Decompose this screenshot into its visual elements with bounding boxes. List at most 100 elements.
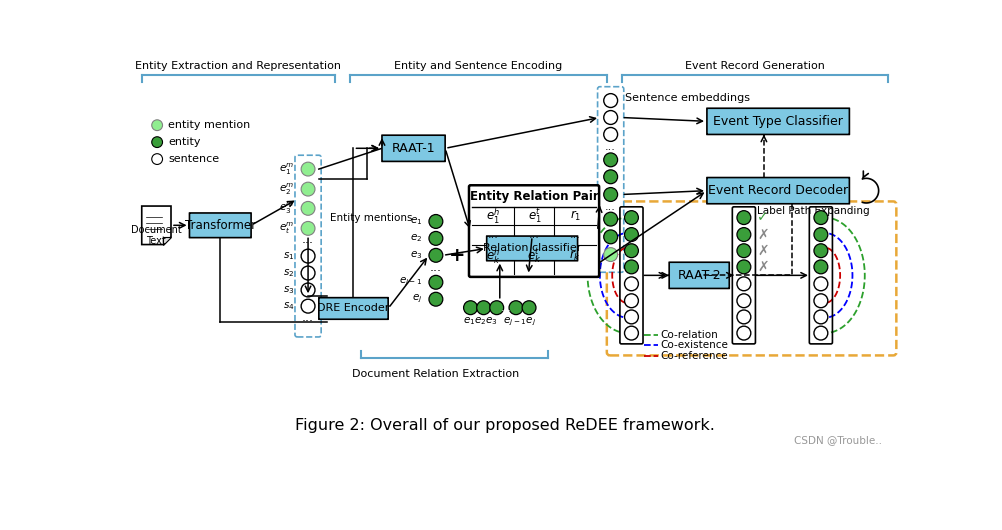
Text: Co-existence: Co-existence: [660, 340, 727, 350]
Text: $r_k$: $r_k$: [569, 249, 580, 263]
Text: Sentence embeddings: Sentence embeddings: [624, 93, 748, 103]
Circle shape: [603, 111, 617, 125]
Circle shape: [736, 326, 750, 340]
Text: $e_1$: $e_1$: [409, 216, 422, 227]
Text: Entity Relation Pair: Entity Relation Pair: [469, 190, 598, 204]
Text: ...: ...: [604, 142, 615, 152]
FancyBboxPatch shape: [486, 236, 577, 261]
Text: entity: entity: [167, 137, 200, 147]
Text: $e_k^h$: $e_k^h$: [486, 246, 500, 266]
Circle shape: [301, 222, 315, 235]
Circle shape: [814, 310, 827, 324]
Circle shape: [301, 162, 315, 176]
Text: +: +: [449, 246, 465, 265]
Text: ✗: ✗: [757, 244, 768, 258]
Circle shape: [603, 248, 617, 261]
Text: Document
Text: Document Text: [131, 225, 181, 246]
FancyBboxPatch shape: [319, 298, 388, 319]
Circle shape: [814, 244, 827, 258]
Text: Entity mentions: Entity mentions: [330, 213, 413, 223]
Circle shape: [736, 277, 750, 291]
Text: $e_2$: $e_2$: [410, 233, 422, 244]
Text: sentence: sentence: [167, 154, 218, 164]
Circle shape: [301, 182, 315, 196]
Text: Label Path Expanding: Label Path Expanding: [757, 207, 869, 216]
Text: $s_1$: $s_1$: [283, 250, 294, 262]
Circle shape: [429, 215, 442, 228]
Circle shape: [301, 249, 315, 263]
Circle shape: [624, 294, 637, 308]
Text: ...: ...: [737, 269, 749, 282]
Circle shape: [603, 188, 617, 201]
Text: $s_4$: $s_4$: [283, 301, 294, 312]
Text: ...: ...: [528, 231, 539, 240]
Circle shape: [429, 292, 442, 306]
Circle shape: [301, 299, 315, 313]
Text: RAAT-2: RAAT-2: [676, 269, 720, 282]
Circle shape: [624, 260, 637, 274]
Circle shape: [736, 227, 750, 242]
Text: $e^m_1$: $e^m_1$: [279, 162, 294, 177]
Circle shape: [624, 210, 637, 225]
Text: Event Type Classifier: Event Type Classifier: [712, 115, 843, 128]
Circle shape: [814, 227, 827, 242]
Text: $e^m_2$: $e^m_2$: [279, 181, 294, 197]
Text: Co-relation: Co-relation: [660, 330, 717, 340]
Circle shape: [736, 260, 750, 274]
Polygon shape: [163, 237, 170, 244]
Circle shape: [463, 301, 477, 315]
Text: Relation classifier: Relation classifier: [483, 243, 581, 253]
Circle shape: [736, 310, 750, 324]
Circle shape: [603, 170, 617, 184]
Circle shape: [814, 277, 827, 291]
Text: $s_3$: $s_3$: [283, 284, 294, 296]
Polygon shape: [141, 206, 170, 244]
Text: Event Record Decoder: Event Record Decoder: [707, 184, 848, 197]
Circle shape: [489, 301, 503, 315]
Circle shape: [603, 94, 617, 108]
Text: $e_1^h$: $e_1^h$: [486, 206, 500, 226]
Text: $e_j$: $e_j$: [411, 293, 422, 305]
Text: RAAT-1: RAAT-1: [392, 142, 435, 155]
Text: ...: ...: [302, 233, 314, 246]
Text: Entity Extraction and Representation: Entity Extraction and Representation: [135, 60, 341, 70]
Circle shape: [522, 301, 535, 315]
FancyBboxPatch shape: [189, 213, 250, 237]
FancyBboxPatch shape: [469, 186, 598, 277]
FancyBboxPatch shape: [706, 178, 849, 204]
Text: ✗: ✗: [757, 227, 768, 242]
Circle shape: [151, 137, 162, 147]
Circle shape: [429, 249, 442, 262]
Text: Figure 2: Overall of our proposed ReDEE framework.: Figure 2: Overall of our proposed ReDEE …: [295, 418, 714, 433]
Text: $e_1e_2e_3$  $e_{j-1}e_j$: $e_1e_2e_3$ $e_{j-1}e_j$: [463, 315, 536, 328]
Circle shape: [814, 294, 827, 308]
Text: Co-reference: Co-reference: [660, 351, 727, 361]
Text: ✗: ✗: [757, 260, 768, 274]
Text: entity mention: entity mention: [167, 120, 249, 130]
Text: ...: ...: [430, 261, 442, 274]
Circle shape: [603, 230, 617, 244]
FancyBboxPatch shape: [295, 155, 321, 337]
Circle shape: [814, 260, 827, 274]
Circle shape: [151, 154, 162, 164]
Text: ...: ...: [500, 303, 511, 313]
Circle shape: [624, 227, 637, 242]
Text: $e^m_3$: $e^m_3$: [279, 201, 294, 216]
FancyBboxPatch shape: [597, 87, 623, 272]
Text: $e^m_t$: $e^m_t$: [279, 220, 294, 236]
FancyBboxPatch shape: [668, 262, 728, 288]
Text: ...: ...: [302, 311, 314, 324]
Text: ...: ...: [625, 269, 637, 282]
Circle shape: [301, 283, 315, 297]
Circle shape: [624, 326, 637, 340]
Text: Transformer: Transformer: [184, 219, 256, 232]
Circle shape: [624, 277, 637, 291]
Circle shape: [301, 201, 315, 215]
FancyBboxPatch shape: [706, 108, 849, 135]
Text: $e_3$: $e_3$: [409, 250, 422, 261]
Text: $e_k^t$: $e_k^t$: [527, 246, 541, 266]
Text: ...: ...: [569, 231, 580, 240]
Circle shape: [151, 120, 162, 130]
Text: ...: ...: [604, 202, 615, 212]
Circle shape: [736, 294, 750, 308]
